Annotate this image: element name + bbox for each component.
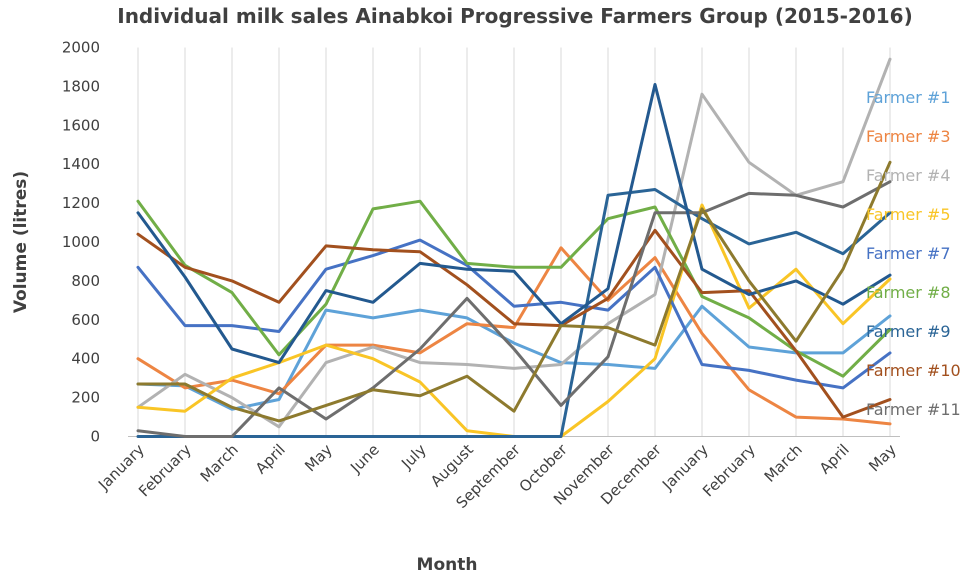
gridlines (137, 47, 891, 437)
legend-entry: Farmer #4 (866, 166, 951, 185)
series-line-8 (136, 228, 892, 419)
y-tick-label: 1600 (62, 116, 100, 134)
y-tick-labels: 0 200 400 600 800 1000 1200 1400 1600 1800 2000 (62, 39, 100, 446)
legend: Farmer #1 Farmer #3 Farmer #4 Farmer #5 Farm… (866, 88, 961, 419)
legend-entry: Farmer #11 (866, 400, 961, 419)
x-tick-label: May (865, 441, 900, 476)
legend-entry: Farmer #10 (866, 361, 961, 380)
legend-entry: Farmer #8 (866, 283, 951, 302)
series-line-6 (136, 199, 892, 378)
series-lines (136, 57, 892, 438)
x-tick-label: February (699, 441, 759, 501)
series-line-10 (136, 83, 892, 365)
x-tick-label: May (301, 441, 336, 476)
legend-entry: Farmer #1 (866, 88, 951, 107)
x-tick-label: March (761, 441, 806, 486)
y-axis-title: Volume (litres) (11, 171, 31, 313)
series-line-9 (136, 180, 892, 438)
chart-title: Individual milk sales Ainabkoi Progressi… (117, 4, 913, 28)
y-tick-label: 200 (71, 389, 100, 407)
y-tick-label: 600 (71, 311, 100, 329)
y-tick-label: 400 (71, 350, 100, 368)
y-tick-label: 800 (71, 272, 100, 290)
series-line-11 (136, 160, 892, 423)
legend-entry: Farmer #7 (866, 244, 951, 263)
y-tick-label: 1200 (62, 194, 100, 212)
x-tick-label: March (197, 441, 242, 486)
x-tick-label: June (346, 441, 383, 478)
series-line-7 (136, 188, 892, 438)
legend-entry: Farmer #9 (866, 322, 951, 341)
y-tick-label: 1400 (62, 155, 100, 173)
y-tick-label: 2000 (62, 39, 100, 57)
x-tick-label: April (816, 441, 853, 478)
x-axis-title: Month (417, 555, 478, 575)
legend-entry: Farmer #5 (866, 205, 951, 224)
legend-entry: Farmer #3 (866, 127, 951, 146)
y-tick-label: 1000 (62, 233, 100, 251)
x-tick-label: April (252, 441, 289, 478)
y-tick-label: 1800 (62, 77, 100, 95)
x-tick-label: February (135, 441, 195, 501)
x-tick-label: July (397, 441, 430, 474)
y-tick-label: 0 (90, 428, 100, 446)
series-line-5 (136, 238, 892, 390)
series-line-2 (136, 246, 892, 426)
